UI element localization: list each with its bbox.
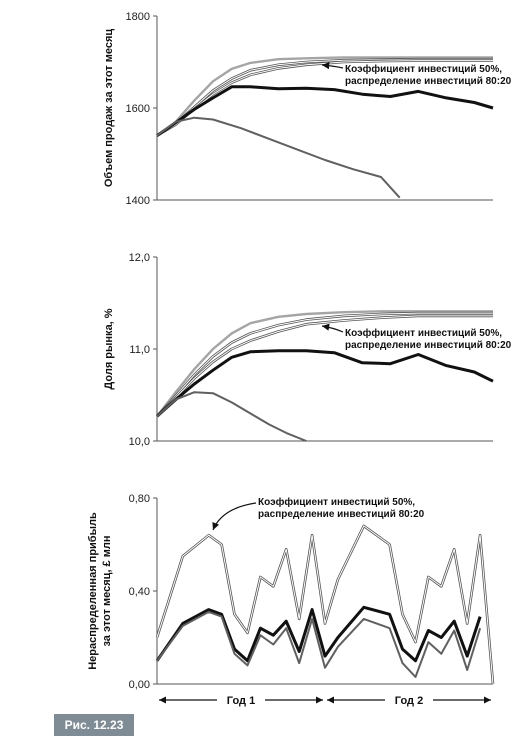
y-tick-label: 0,80: [129, 493, 150, 505]
chart-panel-2: 10,0 11,0 12,0 Доля рынка, % Коэффициент инв…: [103, 252, 512, 448]
series-1-line: [156, 56, 493, 137]
y-tick-label: 1400: [126, 195, 150, 207]
figure-label: Рис. 12.23: [54, 714, 134, 736]
y-tick-label: 11,0: [129, 344, 150, 356]
chart-panel-3: 0,00 0,40 0,80 Нераспределенная прибыль за э…: [87, 493, 495, 707]
annotation-text: распределение инвестиций 80:20: [345, 76, 512, 87]
series-5-line: [156, 116, 401, 199]
period-label: Год 1: [227, 695, 255, 707]
period-label: Год 2: [395, 695, 423, 707]
series-2-line: [155, 605, 482, 663]
annotation-text: Коэффициент инвестиций 50%,: [345, 327, 502, 339]
chart-panel-1: 1400 1600 1800 Объем продаж за этот месяц Ко…: [103, 11, 512, 207]
y-tick-label: 0,00: [129, 679, 150, 691]
series-5-line: [156, 391, 307, 442]
annotation-text: Коэффициент инвестиций 50%,: [345, 63, 502, 75]
y-tick-label: 1600: [126, 103, 150, 115]
series-1-line-inner: [156, 525, 494, 685]
series-3-line: [156, 610, 482, 678]
series-2-line-inner: [156, 58, 493, 137]
y-tick-label: 10,0: [129, 436, 150, 448]
y-axis-label: Объем продаж за этот месяц: [103, 29, 115, 187]
y-tick-label: 12,0: [129, 252, 150, 264]
y-axis-label: Доля рынка, %: [103, 308, 115, 389]
series-1-line: [155, 524, 495, 685]
y-axis-label: Нераспределенная прибыль: [87, 512, 99, 670]
series-3-line-inner: [156, 315, 493, 417]
annotation-text: распределение инвестиций 80:20: [258, 509, 425, 520]
y-tick-label: 1800: [126, 11, 150, 23]
annotation-text: Коэффициент инвестиций 50%,: [258, 496, 415, 508]
y-axis-label: за этот месяц, £ млн: [101, 535, 113, 646]
annotation-text: распределение инвестиций 80:20: [345, 340, 512, 351]
series-1-line: [156, 310, 493, 417]
series-4-line: [156, 85, 494, 137]
annotation-arrow: [321, 323, 344, 333]
annotation-arrow: [212, 502, 257, 531]
annotation-arrow: [321, 62, 344, 70]
series-4-line: [156, 349, 494, 418]
y-tick-label: 0,40: [129, 586, 150, 598]
series-2-line-inner: [156, 312, 493, 417]
